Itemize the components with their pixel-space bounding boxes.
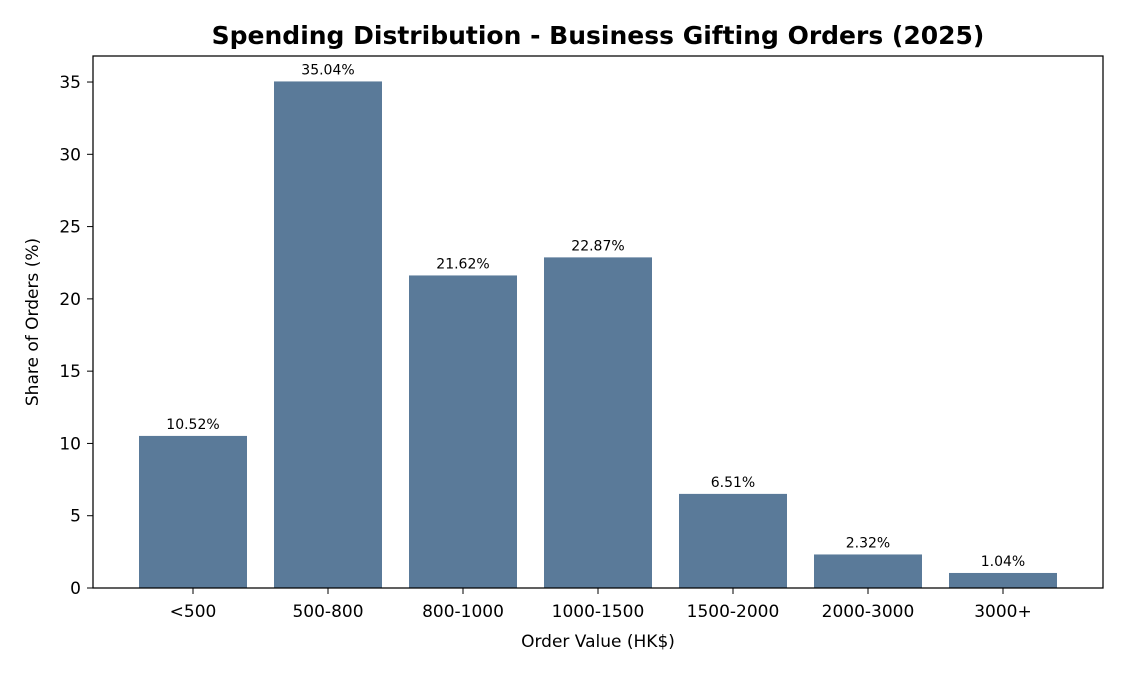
x-axis-label: Order Value (HK$) [521,632,675,652]
data-label-5: 2.32% [846,535,890,551]
y-tick-label-3: 15 [59,362,81,382]
x-axis: <500 500-800 800-1000 1000-1500 1500-2000 200… [170,588,1032,622]
y-tick-label-4: 20 [59,290,81,310]
data-label-4: 6.51% [711,475,755,491]
y-axis: 0 5 10 15 20 25 30 35 [59,73,93,599]
x-tick-label-0: <500 [170,602,217,622]
bar-6 [949,572,1057,588]
x-tick-label-6: 3000+ [974,602,1032,622]
data-label-1: 35.04% [301,62,354,78]
x-tick-label-3: 1000-1500 [552,602,645,622]
data-label-3: 22.87% [571,238,624,254]
bar-4 [679,493,787,588]
bar-1 [274,81,382,588]
data-label-6: 1.04% [981,554,1025,570]
y-tick-label-7: 35 [59,73,81,93]
bar-0 [139,435,247,588]
bar-5 [814,554,922,588]
bar-3 [544,257,652,588]
data-label-0: 10.52% [166,417,219,433]
data-label-2: 21.62% [436,256,489,272]
y-tick-label-0: 0 [70,579,81,599]
y-tick-label-2: 10 [59,434,81,454]
y-axis-label: Share of Orders (%) [23,238,43,406]
chart-title: Spending Distribution - Business Gifting… [212,21,985,50]
x-tick-label-1: 500-800 [292,602,363,622]
x-tick-label-5: 2000-3000 [822,602,915,622]
y-tick-label-5: 25 [59,218,81,238]
bar-2 [409,275,517,588]
plot-frame [92,55,1104,589]
y-tick-label-6: 30 [59,145,81,165]
bars-group [139,81,1057,588]
y-tick-label-1: 5 [70,507,81,527]
x-tick-label-2: 800-1000 [422,602,504,622]
data-labels-group: 10.52% 35.04% 21.62% 22.87% 6.51% 2.32% 1.04% [166,62,1025,570]
x-tick-label-4: 1500-2000 [687,602,780,622]
